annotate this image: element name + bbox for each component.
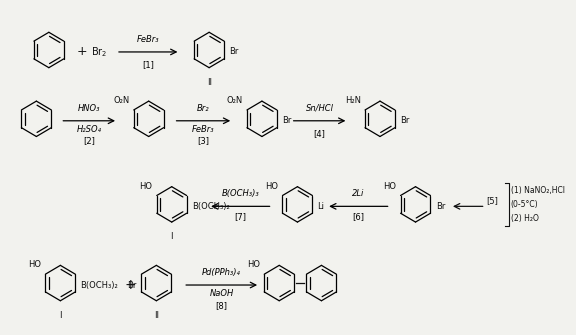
Text: I: I [170,232,173,241]
Text: [5]: [5] [487,196,498,205]
Text: [7]: [7] [234,212,247,221]
Text: [1]: [1] [142,60,154,69]
Text: Br$_2$: Br$_2$ [90,45,107,59]
Text: HO: HO [383,182,396,191]
Text: [8]: [8] [215,301,228,310]
Text: HO: HO [247,260,260,269]
Text: (0-5°C): (0-5°C) [510,200,538,209]
Text: I: I [59,311,62,320]
Text: II: II [207,77,211,86]
Text: Br: Br [435,202,445,211]
Text: II: II [154,311,159,320]
Text: HO: HO [266,182,278,191]
Text: (2) H₂O: (2) H₂O [510,214,539,223]
Text: [2]: [2] [83,137,95,145]
Text: HO: HO [28,260,41,269]
Text: +: + [76,46,87,58]
Text: [6]: [6] [353,212,365,221]
Text: NaOH: NaOH [210,289,234,298]
Text: B(OCH₃)₂: B(OCH₃)₂ [192,202,230,211]
Text: HO: HO [139,182,153,191]
Text: Br₂: Br₂ [197,104,210,113]
Text: Sn/HCl: Sn/HCl [305,104,334,113]
Text: Br: Br [282,116,291,125]
Text: B(OCH₃)₂: B(OCH₃)₂ [81,280,118,289]
Text: FeBr₃: FeBr₃ [137,35,160,44]
Text: Li: Li [317,202,325,211]
Text: Br: Br [400,116,410,125]
Text: Br: Br [127,280,136,289]
Text: 2Li: 2Li [352,190,365,198]
Text: +: + [124,278,137,292]
Text: Pd(PPh₃)₄: Pd(PPh₃)₄ [202,268,241,277]
Text: H₂SO₄: H₂SO₄ [77,125,101,134]
Text: FeBr₃: FeBr₃ [192,125,215,134]
Text: O₂N: O₂N [226,96,242,105]
Text: HNO₃: HNO₃ [78,104,100,113]
Text: B(OCH₃)₃: B(OCH₃)₃ [221,190,259,198]
Text: H₂N: H₂N [345,96,361,105]
Text: (1) NaNO₂,HCl: (1) NaNO₂,HCl [510,186,564,195]
Text: Br: Br [229,48,238,57]
Text: [4]: [4] [313,129,325,138]
Text: [3]: [3] [198,137,210,145]
Text: O₂N: O₂N [113,96,130,105]
